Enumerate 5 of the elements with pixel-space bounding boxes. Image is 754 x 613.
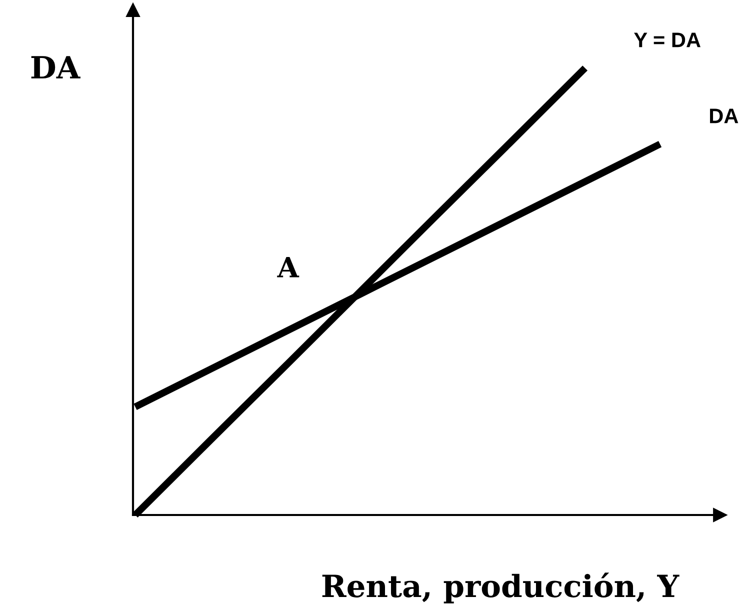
text: Y = DA: [634, 32, 700, 48]
x-axis-title: Renta, producción, Y: [322, 572, 680, 604]
annotation: A: [277, 257, 300, 278]
text: DA: [710, 108, 738, 124]
y-axis-title: DA: [31, 56, 80, 78]
